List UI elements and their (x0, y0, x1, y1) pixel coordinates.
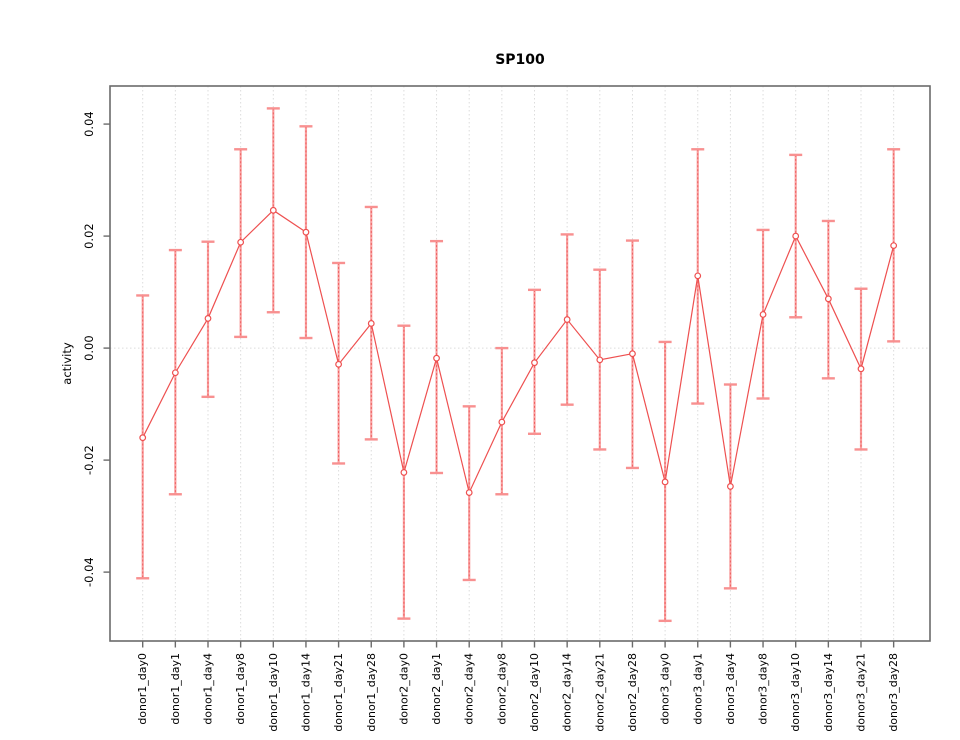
data-point (563, 316, 571, 323)
x-tick-label: donor1_day1 (169, 653, 182, 725)
data-point (792, 232, 800, 240)
data-point (465, 489, 473, 496)
x-tick-label: donor1_day14 (299, 653, 312, 732)
plot-frame (109, 85, 931, 642)
data-point (694, 272, 702, 280)
data-point (171, 369, 179, 377)
data-point (367, 320, 375, 327)
y-tick-label: 0.02 (82, 223, 96, 249)
x-tick-label: donor3_day21 (855, 653, 868, 732)
data-point (890, 242, 898, 250)
x-tick-label: donor1_day28 (365, 653, 378, 732)
data-point (661, 478, 669, 486)
y-tick-label: 0.04 (82, 111, 96, 137)
data-point (335, 360, 343, 368)
data-line (142, 209, 895, 495)
x-axis: donor1_day0 donor1_day1 donor1_day4 donor1_… (136, 641, 900, 732)
y-tick-label: -0.02 (82, 445, 96, 475)
x-tick-label: donor1_day21 (332, 653, 345, 732)
data-point (433, 354, 440, 362)
x-tick-label: donor1_day0 (136, 653, 149, 725)
x-tick-label: donor1_day4 (202, 653, 215, 725)
data-point (857, 365, 865, 373)
data-points (139, 206, 898, 496)
x-tick-label: donor2_day8 (495, 653, 508, 725)
data-point (531, 359, 538, 367)
x-tick-label: donor2_day21 (593, 653, 606, 732)
data-point (759, 311, 767, 318)
data-point (629, 350, 636, 358)
sp100-activity-chart: -0.04 -0.02 0.00 0.02 0.04 donor1_day0 donor1_… (40, 16, 960, 736)
x-tick-label: donor3_day0 (659, 653, 672, 725)
data-point (269, 206, 277, 214)
chart-title: SP100 (495, 52, 545, 68)
data-point (400, 469, 408, 476)
x-tick-label: donor2_day28 (626, 653, 639, 732)
x-tick-label: donor2_day4 (463, 653, 476, 725)
x-tick-label: donor1_day8 (234, 653, 247, 725)
x-tick-label: donor2_day10 (528, 653, 541, 732)
x-tick-label: donor3_day4 (724, 653, 737, 725)
y-tick-label: -0.04 (82, 557, 96, 587)
x-tick-label: donor1_day10 (267, 653, 280, 732)
y-tick-label: 0.00 (82, 335, 96, 361)
x-tick-label: donor3_day1 (691, 653, 704, 725)
data-point (204, 315, 212, 322)
x-tick-label: donor3_day8 (757, 653, 770, 725)
x-tick-label: donor2_day1 (430, 653, 443, 725)
x-tick-label: donor3_day10 (789, 653, 802, 732)
chart-background (40, 16, 960, 736)
data-point (498, 418, 506, 426)
x-tick-label: donor2_day14 (561, 653, 574, 732)
data-point (139, 434, 147, 442)
data-point (824, 295, 832, 303)
x-tick-label: donor3_day28 (887, 653, 900, 732)
data-point (596, 356, 604, 364)
y-axis: -0.04 -0.02 0.00 0.02 0.04 (82, 111, 110, 587)
data-point (727, 483, 734, 490)
x-tick-label: donor3_day14 (822, 653, 835, 732)
y-axis-label: activity (60, 342, 74, 385)
data-point (302, 228, 310, 236)
x-tick-label: donor2_day0 (397, 653, 410, 725)
data-point (237, 238, 245, 246)
